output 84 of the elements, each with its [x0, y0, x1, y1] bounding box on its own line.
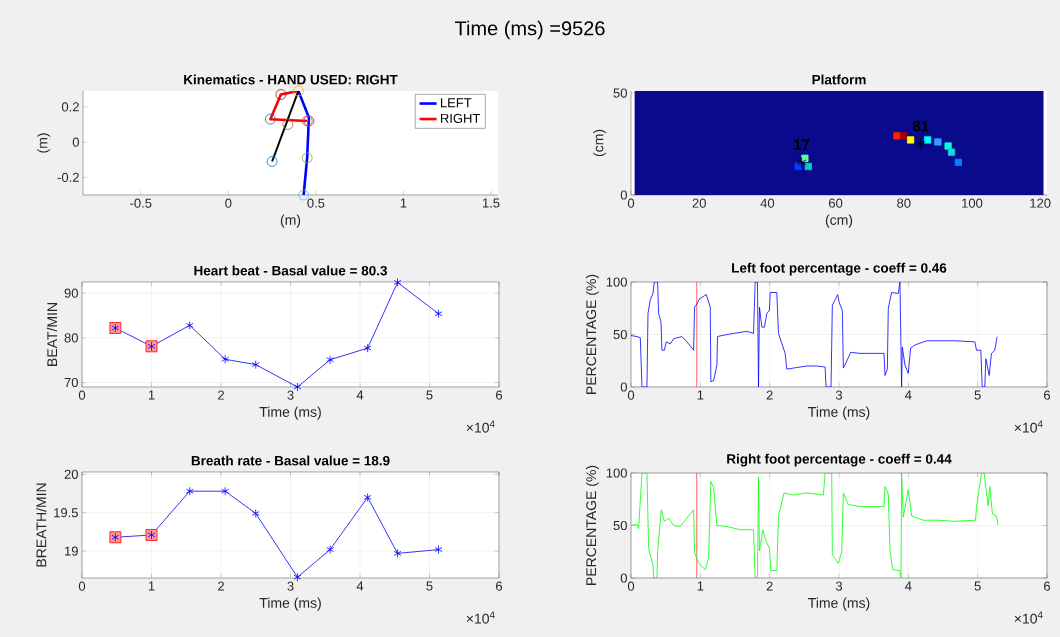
- y-tick-label: 100: [606, 277, 627, 287]
- y-tick-label: 50: [613, 520, 627, 531]
- x-tick-label: 1: [148, 581, 155, 591]
- x-tick-label: 0: [627, 581, 635, 591]
- x-tick-label: 1: [697, 390, 704, 400]
- chart-title: Right foot percentage - coeff = 0.44: [727, 453, 952, 467]
- text: Time (ms) =9526: [454, 20, 605, 40]
- x-tick-label: 3: [835, 390, 843, 400]
- y-tick-label: 50: [613, 329, 627, 340]
- chart-title: Platform: [812, 74, 866, 85]
- y-axis-title: PERCENTAGE (%): [585, 465, 599, 585]
- x-tick-label: 1: [400, 198, 407, 208]
- x-tick-label: 100: [962, 198, 983, 208]
- y-tick-label: 0.2: [61, 102, 79, 112]
- chart-title: Breath rate - Basal value = 18.9: [191, 455, 390, 466]
- x-tick-label: 4: [356, 581, 364, 591]
- x-tick-label: 2: [766, 390, 773, 400]
- annotation: 17: [794, 139, 810, 150]
- y-axis-title: BREATH/MIN: [36, 483, 47, 567]
- x-tick-label: 20: [692, 198, 706, 208]
- y-axis-title: PERCENTAGE (%): [585, 274, 599, 394]
- chart-title: Left foot percentage - coeff = 0.46: [732, 262, 947, 276]
- text: ×10$^{4}$: [1014, 611, 1043, 624]
- x-tick-label: 6: [496, 581, 503, 591]
- x-tick-label: 2: [218, 581, 224, 591]
- y-tick-label: 80: [64, 333, 78, 343]
- y-axis-title: (cm): [593, 129, 607, 157]
- y-tick-label: 0: [620, 190, 627, 200]
- x-axis-title: Time (ms): [259, 597, 321, 611]
- x-tick-label: 3: [287, 390, 294, 400]
- x-tick-label: 3: [287, 581, 294, 591]
- x-tick-label: 0: [627, 390, 635, 400]
- x-tick-label: 1: [697, 581, 704, 591]
- y-tick-label: 0: [620, 382, 627, 392]
- y-axis-title: BEAT/MIN: [46, 303, 58, 366]
- x-tick-label: 6: [1044, 390, 1051, 400]
- x-tick-label: 0.5: [307, 198, 325, 208]
- text: ×10$^{4}$: [466, 420, 495, 433]
- x-tick-label: -0.5: [130, 198, 152, 208]
- x-tick-label: 0: [225, 198, 232, 208]
- y-tick-label: 19: [65, 546, 78, 556]
- x-axis-title: Time (ms): [808, 597, 870, 611]
- annotation: 81: [912, 120, 929, 132]
- text: ×10$^{4}$: [466, 611, 495, 624]
- x-tick-label: 6: [1044, 581, 1051, 591]
- x-tick-label: 4: [356, 390, 364, 400]
- x-tick-label: 6: [496, 390, 503, 400]
- x-axis-title: Time (ms): [808, 406, 870, 420]
- x-tick-label: 0: [78, 581, 86, 591]
- legend-label: LEFT: [440, 98, 472, 108]
- x-tick-label: 120: [1030, 198, 1051, 208]
- y-tick-label: 0: [72, 137, 79, 147]
- text: ×10$^{4}$: [1014, 420, 1043, 433]
- y-tick-label: 20: [64, 469, 78, 479]
- x-tick-label: 0: [78, 390, 86, 400]
- x-tick-label: 5: [974, 581, 981, 591]
- chart-title: Kinematics - HAND USED: RIGHT: [184, 74, 398, 85]
- x-tick-label: 2: [766, 581, 773, 591]
- y-tick-label: 90: [64, 288, 78, 298]
- x-tick-label: 5: [974, 390, 981, 400]
- x-tick-label: 60: [829, 198, 843, 208]
- y-tick-label: -0.2: [57, 172, 79, 182]
- x-axis-title: (m): [280, 214, 301, 228]
- x-tick-label: 1: [148, 390, 155, 400]
- y-tick-label: 19.5: [54, 508, 78, 518]
- x-tick-label: 0: [627, 198, 635, 208]
- x-tick-label: 1.5: [482, 198, 500, 208]
- y-tick-label: 100: [606, 468, 627, 478]
- x-tick-label: 40: [760, 198, 775, 208]
- x-tick-label: 3: [835, 581, 843, 591]
- x-tick-label: 4: [905, 390, 912, 400]
- x-axis-title: Time (ms): [259, 406, 321, 420]
- x-tick-label: 80: [897, 198, 911, 208]
- y-tick-label: 70: [64, 377, 78, 388]
- y-tick-label: 50: [613, 88, 627, 98]
- x-axis-title: (cm): [825, 214, 853, 228]
- y-tick-label: 0: [620, 573, 627, 583]
- x-tick-label: 5: [426, 581, 433, 591]
- x-tick-label: 4: [905, 581, 912, 591]
- x-tick-label: 5: [426, 390, 433, 400]
- legend-label: RIGHT: [440, 113, 481, 123]
- x-tick-label: 2: [218, 390, 224, 400]
- chart-title: Heart beat - Basal value = 80.3: [194, 265, 387, 276]
- y-axis-title: (m): [37, 133, 51, 153]
